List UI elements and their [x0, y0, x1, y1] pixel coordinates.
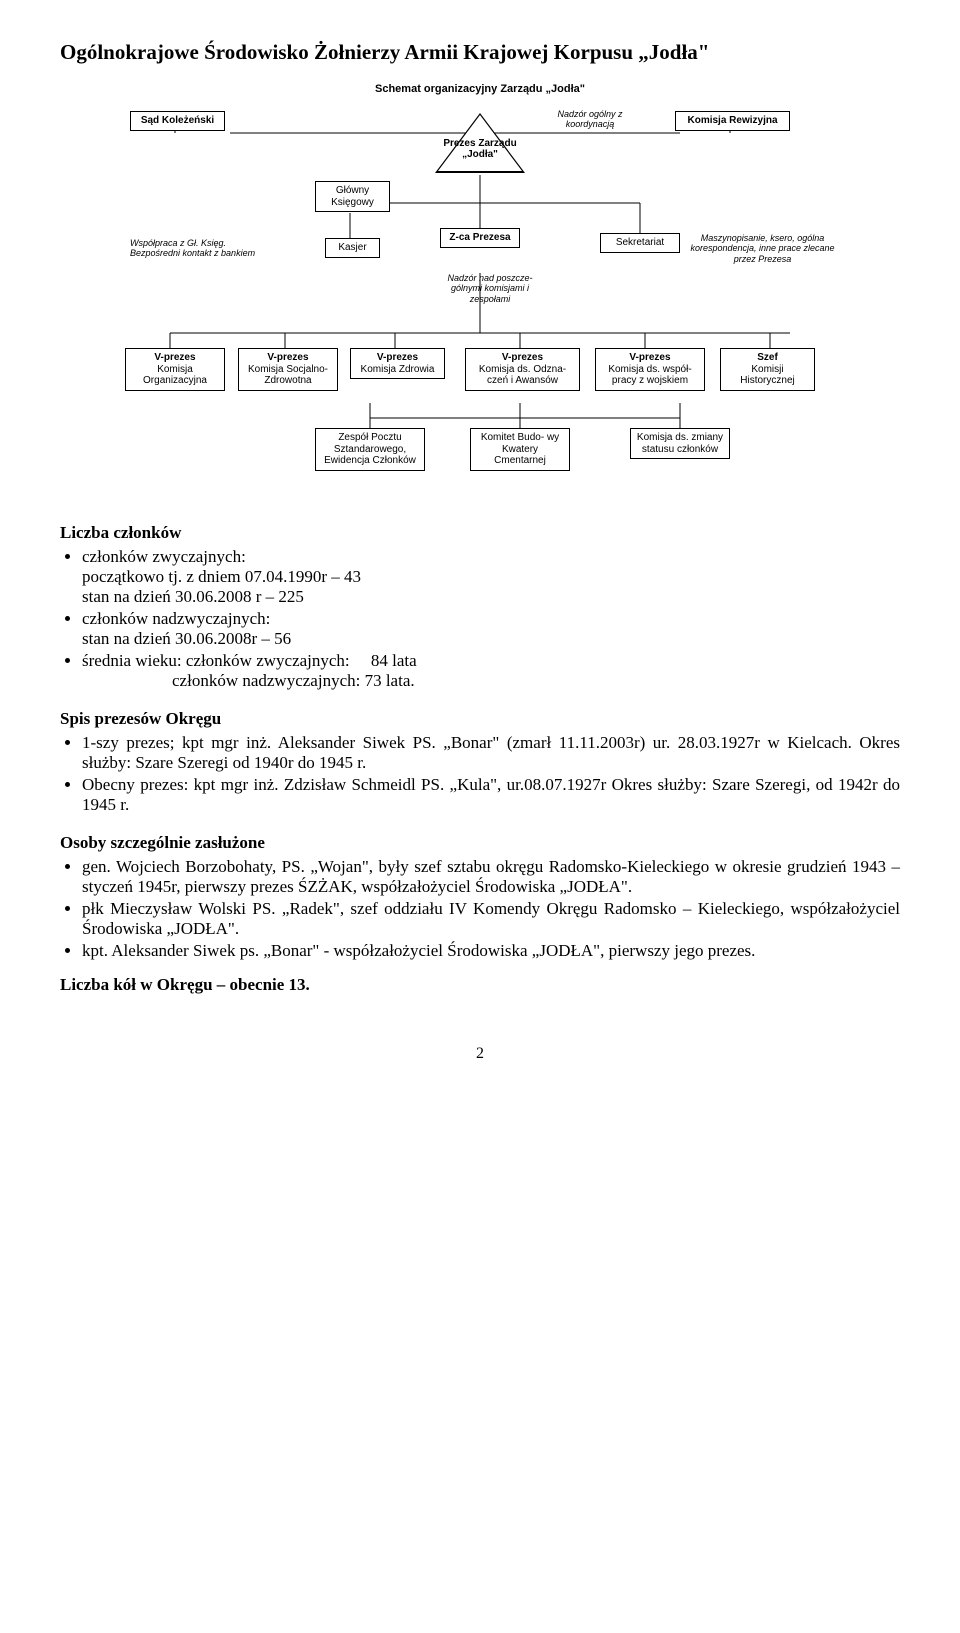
- list-item: kpt. Aleksander Siwek ps. „Bonar" - wspó…: [82, 941, 900, 961]
- node-prezes-label: Prezes Zarządu „Jodła": [435, 138, 525, 160]
- list-item: członków nadzwyczajnych: stan na dzień 3…: [82, 609, 900, 649]
- node-rewizyjna: Komisja Rewizyjna: [675, 111, 790, 131]
- node-vp3: V-prezesKomisja Zdrowia: [350, 348, 445, 379]
- list-item: płk Mieczysław Wolski PS. „Radek", szef …: [82, 899, 900, 939]
- node-b3: Komisja ds. zmiany statusu członków: [630, 428, 730, 459]
- node-vp6: SzefKomisji Historycznej: [720, 348, 815, 391]
- org-chart: Schemat organizacyjny Zarządu „Jodła" Są…: [120, 83, 840, 503]
- list-members: członków zwyczajnych: początkowo tj. z d…: [60, 547, 900, 691]
- heading-members: Liczba członków: [60, 523, 900, 543]
- page-title: Ogólnokrajowe Środowisko Żołnierzy Armii…: [60, 40, 900, 65]
- node-b2: Komitet Budo- wy Kwatery Cmentarnej: [470, 428, 570, 471]
- heading-honored: Osoby szczególnie zasłużone: [60, 833, 900, 853]
- list-honored: gen. Wojciech Borzobohaty, PS. „Wojan", …: [60, 857, 900, 961]
- diagram-title: Schemat organizacyjny Zarządu „Jodła": [120, 83, 840, 96]
- note-nadzor2: Nadzór nad poszcze- gólnymi komisjami i …: [435, 273, 545, 304]
- list-item: członków zwyczajnych: początkowo tj. z d…: [82, 547, 900, 607]
- heading-presidents: Spis prezesów Okręgu: [60, 709, 900, 729]
- list-item: 1-szy prezes; kpt mgr inż. Aleksander Si…: [82, 733, 900, 773]
- node-b1: Zespół Pocztu Sztandarowego, Ewidencja C…: [315, 428, 425, 471]
- note-nadzor: Nadzór ogólny z koordynacją: [540, 109, 640, 130]
- list-item: średnia wieku: członków zwyczajnych: 84 …: [82, 651, 900, 691]
- list-item: Obecny prezes: kpt mgr inż. Zdzisław Sch…: [82, 775, 900, 815]
- node-sekretariat: Sekretariat: [600, 233, 680, 253]
- final-line: Liczba kół w Okręgu – obecnie 13.: [60, 975, 900, 995]
- note-maszyn: Maszynopisanie, ksero, ogólna koresponde…: [690, 233, 835, 264]
- node-kasjer: Kasjer: [325, 238, 380, 258]
- node-zca: Z-ca Prezesa: [440, 228, 520, 248]
- node-vp4: V-prezesKomisja ds. Odzna- czeń i Awansó…: [465, 348, 580, 391]
- node-sad: Sąd Koleżeński: [130, 111, 225, 131]
- list-item: gen. Wojciech Borzobohaty, PS. „Wojan", …: [82, 857, 900, 897]
- node-vp2: V-prezesKomisja Socjalno- Zdrowotna: [238, 348, 338, 391]
- note-wspolpraca: Współpraca z Gł. Księg. Bezpośredni kont…: [130, 238, 260, 259]
- node-vp1: V-prezesKomisja Organizacyjna: [125, 348, 225, 391]
- node-glowny: Główny Księgowy: [315, 181, 390, 212]
- page-number: 2: [60, 1045, 900, 1063]
- list-presidents: 1-szy prezes; kpt mgr inż. Aleksander Si…: [60, 733, 900, 815]
- node-vp5: V-prezesKomisja ds. współ- pracy z wojsk…: [595, 348, 705, 391]
